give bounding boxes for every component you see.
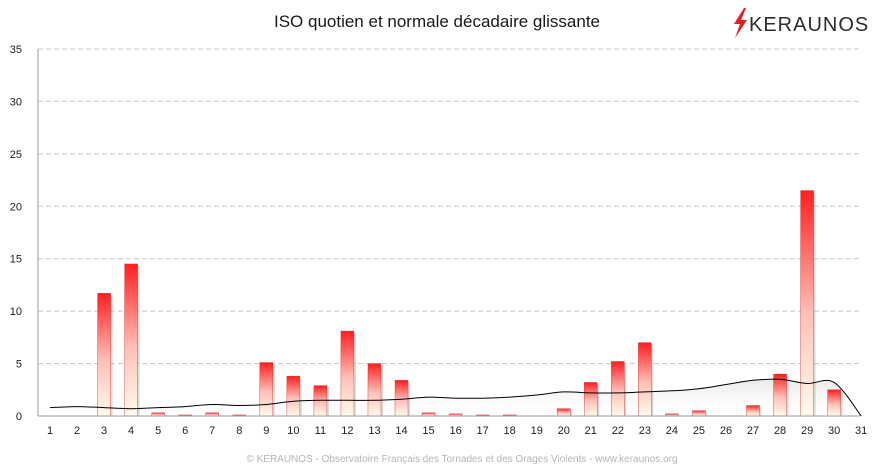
bar bbox=[340, 330, 355, 417]
x-tick-label: 2 bbox=[74, 425, 80, 437]
x-tick-label: 11 bbox=[315, 425, 326, 437]
bar bbox=[638, 342, 652, 417]
x-tick-label: 7 bbox=[209, 425, 215, 437]
x-tick-label: 22 bbox=[612, 425, 624, 437]
axes bbox=[37, 49, 860, 417]
normal-area-fill bbox=[50, 379, 862, 416]
bar bbox=[827, 389, 841, 417]
y-tick-label: 5 bbox=[16, 359, 22, 371]
x-tick-label: 8 bbox=[236, 425, 242, 437]
x-tick-label: 6 bbox=[182, 425, 188, 437]
y-tick-label: 20 bbox=[10, 201, 22, 213]
bar bbox=[773, 373, 787, 417]
y-tick-label: 30 bbox=[10, 96, 22, 108]
x-tick-label: 12 bbox=[341, 425, 353, 437]
normal-line bbox=[49, 378, 862, 417]
bars bbox=[97, 190, 843, 417]
bar bbox=[286, 375, 301, 417]
x-tick-label: 29 bbox=[801, 425, 813, 437]
x-tick-label: 20 bbox=[558, 425, 570, 437]
gridlines bbox=[38, 48, 860, 365]
y-tick-label: 35 bbox=[10, 44, 22, 56]
x-tick-label: 9 bbox=[263, 425, 269, 437]
bar bbox=[611, 361, 625, 417]
bar bbox=[557, 408, 571, 417]
bar bbox=[394, 380, 409, 417]
y-tick-label: 15 bbox=[10, 254, 22, 266]
bar bbox=[800, 190, 814, 417]
bar bbox=[259, 362, 274, 417]
x-tick-label: 28 bbox=[774, 425, 786, 437]
y-tick-label: 0 bbox=[16, 411, 22, 423]
y-tick-label: 25 bbox=[10, 149, 22, 161]
x-tick-label: 31 bbox=[855, 425, 867, 437]
x-tick-label: 21 bbox=[585, 425, 597, 437]
bar bbox=[367, 363, 382, 417]
x-tick-label: 26 bbox=[720, 425, 732, 437]
x-tick-label: 5 bbox=[155, 425, 161, 437]
x-tick-label: 30 bbox=[828, 425, 840, 437]
x-axis-ticks: 1 2 3 4 5 6 7 8 9 10 11 12 13 14 15 16 17 18 19 20 21 22 23 24 2… bbox=[47, 425, 867, 437]
bar bbox=[124, 263, 138, 417]
x-tick-label: 13 bbox=[368, 425, 380, 437]
footer-credit: © KERAUNOS - Observatoire Français des T… bbox=[246, 454, 677, 465]
x-tick-label: 15 bbox=[422, 425, 434, 437]
bar bbox=[746, 405, 760, 417]
x-tick-label: 18 bbox=[504, 425, 516, 437]
chart-title: ISO quotien et normale décadaire glissan… bbox=[274, 12, 600, 31]
bar bbox=[692, 410, 706, 417]
lightning-bolt-icon bbox=[734, 8, 747, 38]
y-axis-ticks: 0 5 10 15 20 25 30 35 bbox=[10, 44, 22, 423]
x-tick-label: 17 bbox=[477, 425, 489, 437]
x-tick-label: 16 bbox=[449, 425, 461, 437]
x-tick-label: 4 bbox=[128, 425, 134, 437]
keraunos-logo: KERAUNOS bbox=[734, 8, 869, 38]
x-tick-label: 25 bbox=[693, 425, 705, 437]
normal-line-layer bbox=[49, 378, 862, 417]
x-tick-label: 14 bbox=[395, 425, 407, 437]
x-tick-label: 23 bbox=[639, 425, 651, 437]
x-tick-label: 27 bbox=[747, 425, 759, 437]
x-tick-label: 24 bbox=[666, 425, 678, 437]
normal-area bbox=[50, 379, 862, 416]
bar bbox=[97, 293, 111, 417]
x-tick-label: 3 bbox=[101, 425, 107, 437]
x-tick-label: 19 bbox=[531, 425, 543, 437]
y-tick-label: 10 bbox=[10, 306, 22, 318]
logo-text: KERAUNOS bbox=[749, 14, 869, 36]
x-tick-label: 10 bbox=[287, 425, 299, 437]
bar bbox=[584, 382, 598, 417]
x-tick-label: 1 bbox=[47, 425, 53, 437]
